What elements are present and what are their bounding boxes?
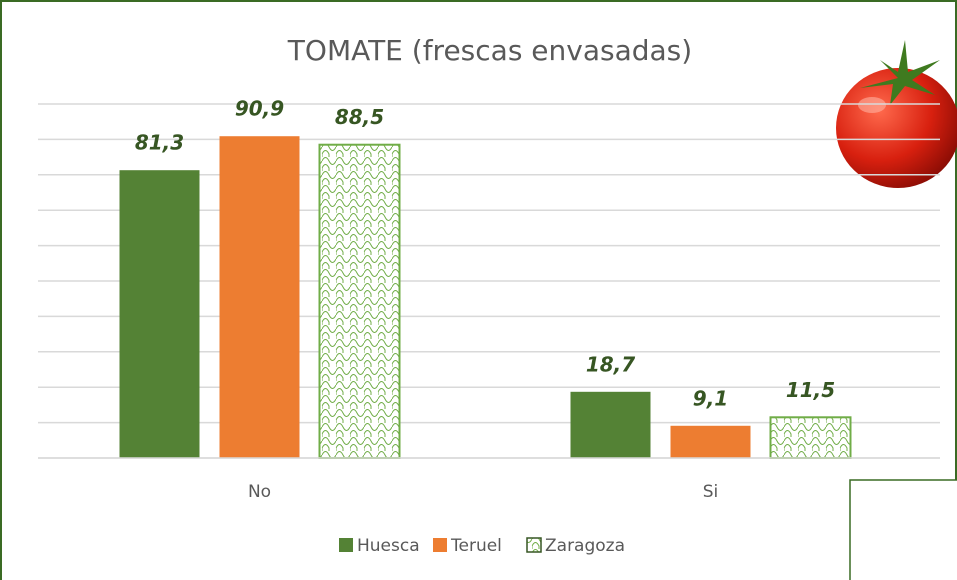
legend-label: Zaragoza bbox=[545, 536, 625, 556]
x-tick-label: Si bbox=[703, 482, 719, 502]
legend-label: Huesca bbox=[357, 536, 420, 556]
bar bbox=[771, 417, 851, 458]
bar bbox=[320, 145, 400, 458]
legend-swatch bbox=[339, 538, 353, 552]
bar bbox=[671, 426, 751, 458]
data-label: 88,5 bbox=[335, 105, 384, 129]
x-tick-label: No bbox=[248, 482, 271, 502]
legend-label: Teruel bbox=[450, 536, 502, 556]
legend-swatch bbox=[527, 538, 541, 552]
legend-swatch bbox=[433, 538, 447, 552]
data-label: 90,9 bbox=[235, 97, 284, 121]
data-label: 81,3 bbox=[135, 131, 184, 155]
data-label: 9,1 bbox=[693, 386, 728, 410]
bar bbox=[120, 170, 200, 458]
chart: TOMATE (frescas envasadas) No 81,3 90,9 88,… bbox=[0, 0, 957, 580]
data-label: 18,7 bbox=[586, 352, 635, 376]
bar bbox=[220, 136, 300, 458]
data-label: 11,5 bbox=[786, 378, 835, 402]
chart-title: TOMATE (frescas envasadas) bbox=[287, 34, 692, 67]
overlay-box bbox=[850, 480, 957, 580]
bar bbox=[571, 392, 651, 458]
